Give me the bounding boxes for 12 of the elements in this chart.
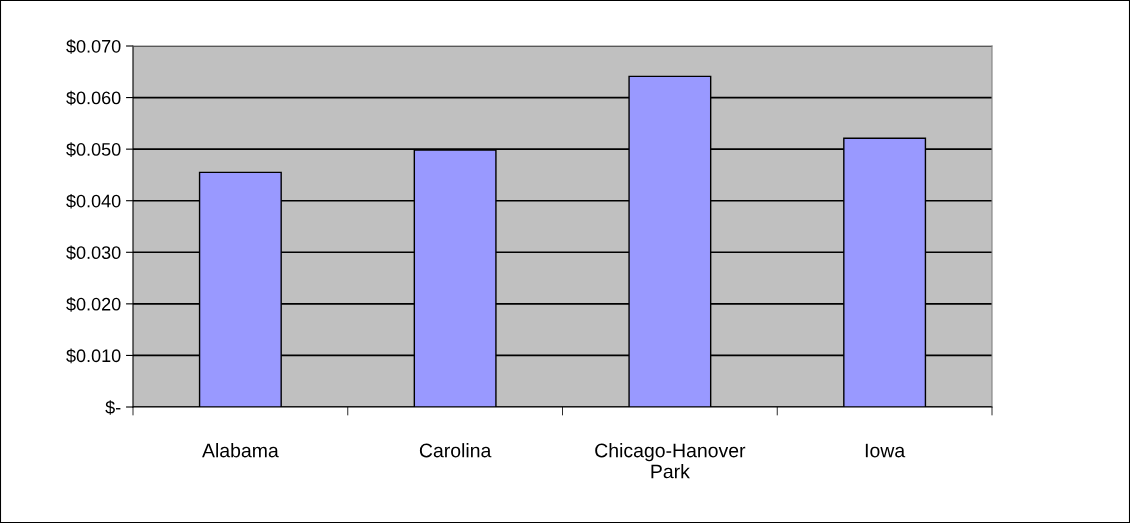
x-tick-label: Chicago-Hanover Park bbox=[595, 443, 746, 479]
y-tick-label: $0.050 bbox=[66, 142, 121, 157]
y-tick-label: $0.010 bbox=[66, 348, 121, 364]
y-tick-label: $0.040 bbox=[66, 193, 121, 209]
x-tick-label: Alabama bbox=[202, 443, 279, 458]
y-tick-label: $0.020 bbox=[66, 297, 121, 312]
y-tick-label: $0.070 bbox=[66, 39, 121, 54]
x-tick-label: Iowa bbox=[865, 443, 906, 458]
x-tick-label: Carolina bbox=[419, 443, 492, 458]
y-tick-label: $0.030 bbox=[66, 245, 121, 261]
y-tick-label: $0.060 bbox=[66, 90, 121, 106]
y-tick-label: $- bbox=[105, 400, 121, 415]
